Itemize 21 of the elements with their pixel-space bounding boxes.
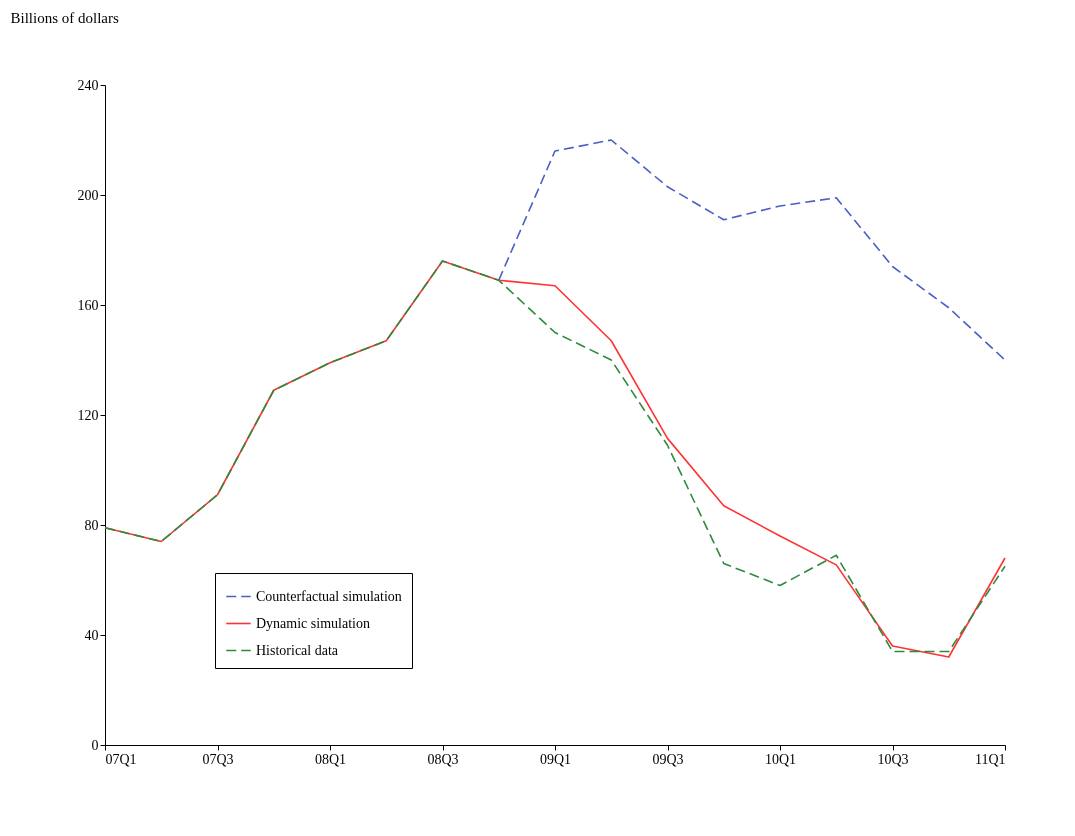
x-tick-label: 11Q1	[974, 751, 1006, 767]
x-tick-label: 08Q3	[427, 751, 459, 767]
legend-label: Counterfactual simulation	[256, 588, 402, 604]
x-tick-label: 09Q3	[652, 751, 684, 767]
legend-label: Historical data	[256, 642, 339, 658]
x-tick-label: 09Q1	[539, 751, 572, 767]
x-tick-label: 10Q1	[764, 751, 797, 767]
x-tick-label: 07Q1	[105, 751, 137, 767]
line-series	[497, 139, 1006, 361]
y-tick-label: 0	[91, 737, 99, 753]
x-tick-label: 08Q1	[314, 751, 347, 767]
legend-label: Dynamic simulation	[256, 615, 370, 631]
y-tick-label: 80	[84, 517, 99, 533]
y-tick-label: 40	[84, 627, 99, 643]
y-tick-label: 200	[77, 187, 99, 203]
y-tick-label: 240	[77, 77, 99, 93]
y-axis-title: Billions of dollars	[10, 9, 119, 26]
x-tick-label: 07Q3	[202, 751, 234, 767]
x-tick-label: 10Q3	[877, 751, 909, 767]
y-tick-label: 160	[77, 297, 99, 313]
y-tick-label: 120	[77, 407, 99, 423]
